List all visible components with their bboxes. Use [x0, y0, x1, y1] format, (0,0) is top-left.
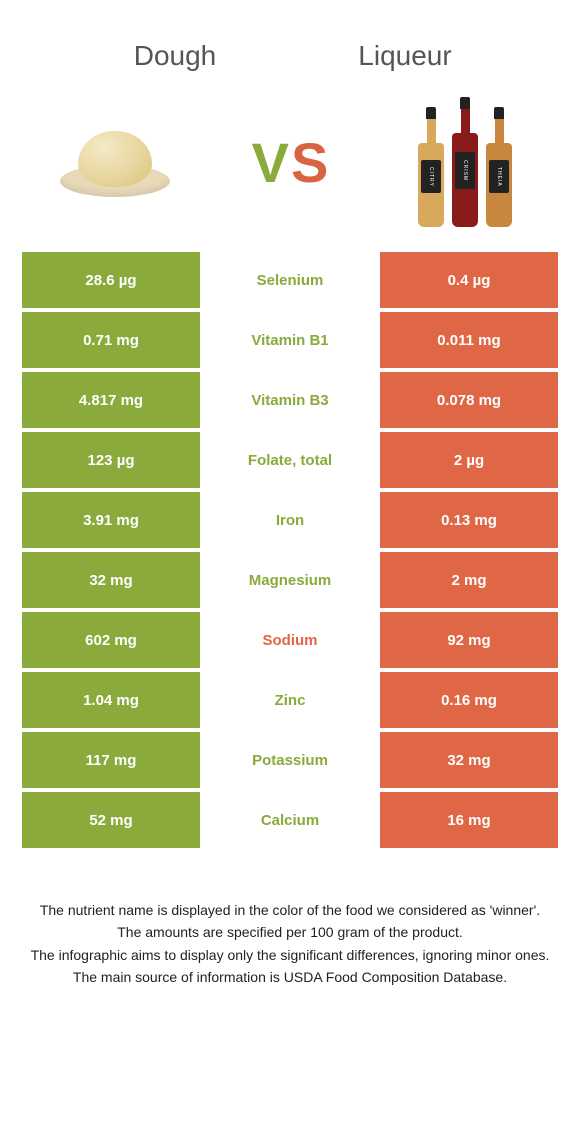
nutrient-name: Zinc	[200, 672, 380, 728]
liqueur-image: CITRY CRISM THEIA	[390, 102, 540, 222]
left-value: 1.04 mg	[22, 672, 200, 728]
right-value: 32 mg	[380, 732, 558, 788]
vs-s: S	[291, 130, 328, 195]
nutrient-name: Vitamin B3	[200, 372, 380, 428]
bottle-icon: CRISM	[451, 97, 479, 227]
table-row: 4.817 mgVitamin B30.078 mg	[22, 372, 558, 428]
left-value: 32 mg	[22, 552, 200, 608]
nutrient-name: Vitamin B1	[200, 312, 380, 368]
table-row: 32 mgMagnesium2 mg	[22, 552, 558, 608]
nutrient-name: Folate, total	[200, 432, 380, 488]
table-row: 0.71 mgVitamin B10.011 mg	[22, 312, 558, 368]
bottle-icon: CITRY	[417, 107, 445, 227]
right-value: 16 mg	[380, 792, 558, 848]
right-title: Liqueur	[290, 40, 520, 72]
right-value: 2 µg	[380, 432, 558, 488]
nutrient-table: 28.6 µgSelenium0.4 µg0.71 mgVitamin B10.…	[0, 252, 580, 848]
right-value: 0.4 µg	[380, 252, 558, 308]
vs-v: V	[252, 130, 289, 195]
footer-line: The nutrient name is displayed in the co…	[26, 900, 554, 920]
footer-line: The infographic aims to display only the…	[26, 945, 554, 965]
table-row: 117 mgPotassium32 mg	[22, 732, 558, 788]
table-row: 123 µgFolate, total2 µg	[22, 432, 558, 488]
right-value: 0.16 mg	[380, 672, 558, 728]
nutrient-name: Calcium	[200, 792, 380, 848]
title-row: Dough Liqueur	[0, 0, 580, 92]
footer-line: The amounts are specified per 100 gram o…	[26, 922, 554, 942]
infographic: Dough Liqueur V S CITRY CRISM	[0, 0, 580, 987]
left-value: 123 µg	[22, 432, 200, 488]
table-row: 3.91 mgIron0.13 mg	[22, 492, 558, 548]
footer-line: The main source of information is USDA F…	[26, 967, 554, 987]
table-row: 602 mgSodium92 mg	[22, 612, 558, 668]
left-value: 3.91 mg	[22, 492, 200, 548]
nutrient-name: Potassium	[200, 732, 380, 788]
images-row: V S CITRY CRISM THEIA	[0, 92, 580, 252]
left-value: 117 mg	[22, 732, 200, 788]
nutrient-name: Magnesium	[200, 552, 380, 608]
right-value: 2 mg	[380, 552, 558, 608]
left-value: 4.817 mg	[22, 372, 200, 428]
right-value: 0.011 mg	[380, 312, 558, 368]
nutrient-name: Iron	[200, 492, 380, 548]
table-row: 1.04 mgZinc0.16 mg	[22, 672, 558, 728]
left-value: 52 mg	[22, 792, 200, 848]
right-value: 0.13 mg	[380, 492, 558, 548]
bottle-icon: THEIA	[485, 107, 513, 227]
left-title: Dough	[60, 40, 290, 72]
table-row: 52 mgCalcium16 mg	[22, 792, 558, 848]
nutrient-name: Selenium	[200, 252, 380, 308]
table-row: 28.6 µgSelenium0.4 µg	[22, 252, 558, 308]
nutrient-name: Sodium	[200, 612, 380, 668]
right-value: 0.078 mg	[380, 372, 558, 428]
left-value: 28.6 µg	[22, 252, 200, 308]
right-value: 92 mg	[380, 612, 558, 668]
dough-image	[40, 102, 190, 222]
left-value: 602 mg	[22, 612, 200, 668]
vs-label: V S	[252, 130, 329, 195]
left-value: 0.71 mg	[22, 312, 200, 368]
footer-notes: The nutrient name is displayed in the co…	[0, 852, 580, 987]
